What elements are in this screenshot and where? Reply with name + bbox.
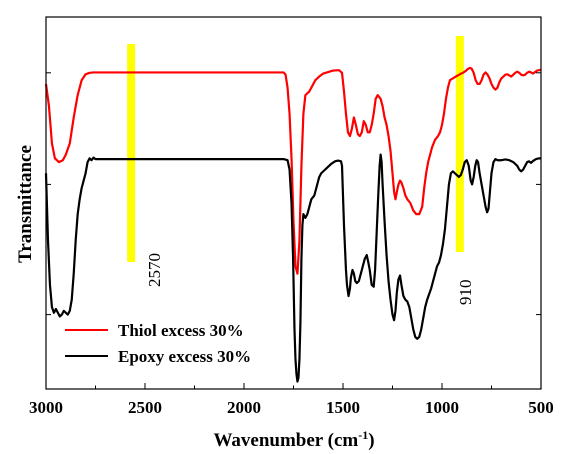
legend-label-thiol: Thiol excess 30% (118, 321, 244, 340)
x-tick-label-2500: 2500 (128, 398, 162, 417)
x-tick-label-1000: 1000 (425, 398, 459, 417)
x-tick-label-1500: 1500 (326, 398, 360, 417)
x-tick-label-500: 500 (528, 398, 554, 417)
legend: Thiol excess 30% Epoxy excess 30% (65, 321, 251, 366)
x-tick-label-3000: 3000 (29, 398, 63, 417)
x-axis-title: Wavenumber (cm-1) (213, 428, 374, 451)
axis-ticks: 3000 2500 2000 1500 1000 500 (29, 72, 554, 417)
highlight-bands (127, 36, 464, 262)
annotation-2570: 2570 (145, 253, 164, 287)
series-line-0 (44, 66, 542, 275)
x-tick-label-2000: 2000 (227, 398, 261, 417)
annotations: 2570 910 (145, 253, 475, 305)
series-lines (44, 66, 542, 383)
legend-label-epoxy: Epoxy excess 30% (118, 347, 251, 366)
annotation-910: 910 (456, 280, 475, 306)
highlight-band-910 (455, 36, 464, 252)
y-axis-title: Transmittance (15, 145, 36, 263)
series-line-1 (44, 153, 541, 383)
highlight-band-2570 (127, 44, 136, 262)
